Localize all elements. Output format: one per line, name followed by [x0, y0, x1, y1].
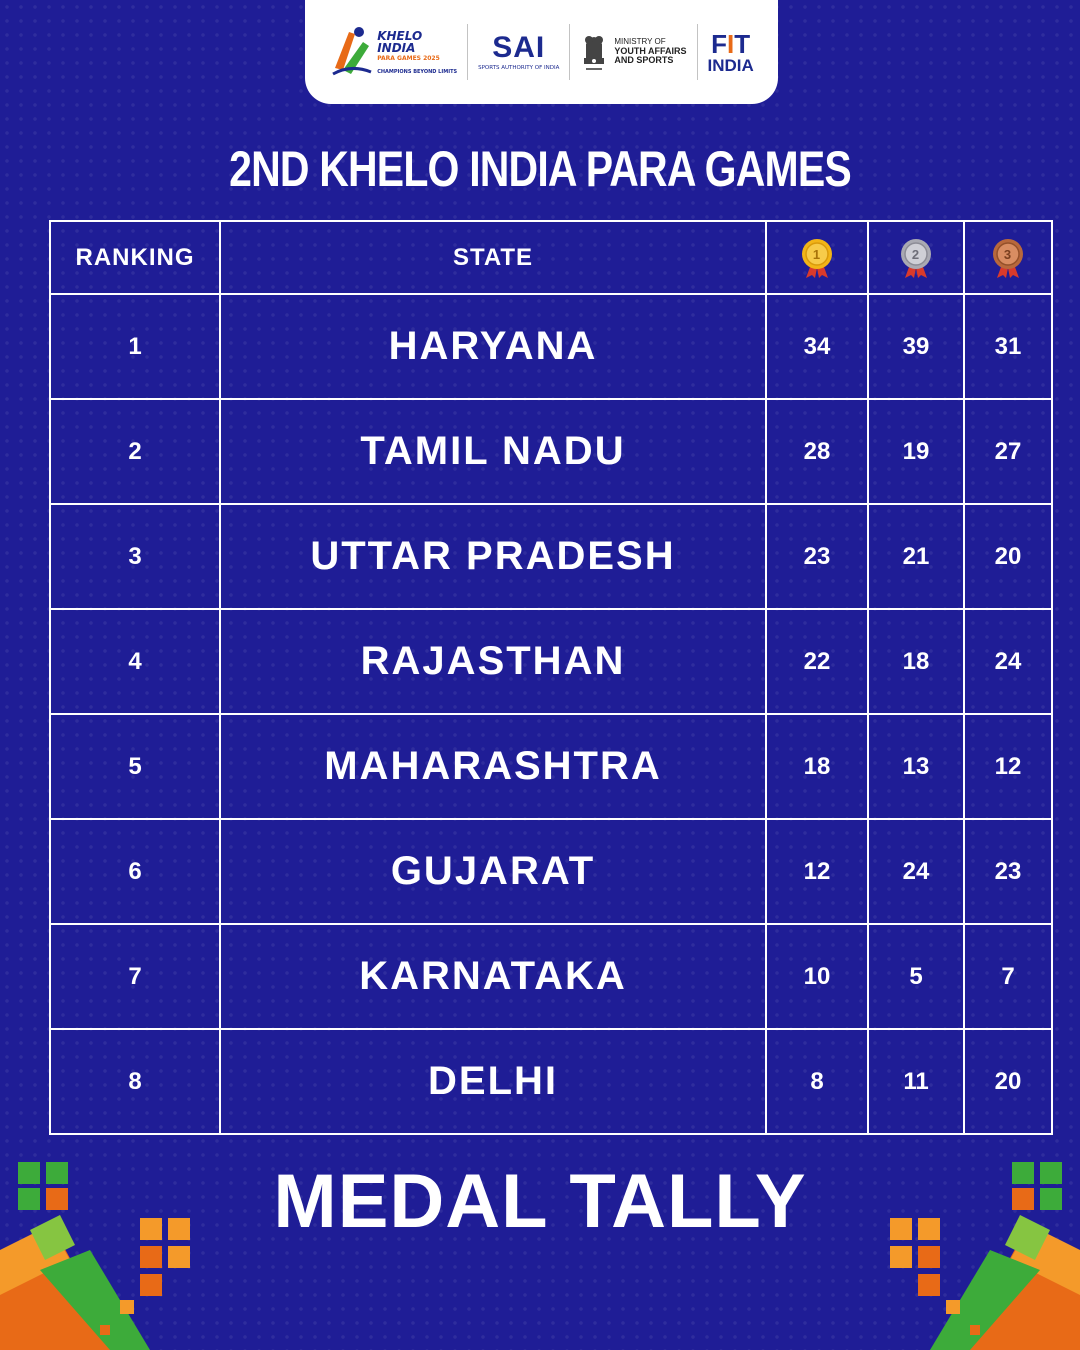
fit-letter-i: I: [727, 28, 735, 59]
bronze-count-cell: 31: [963, 293, 1053, 400]
logo-divider: [569, 24, 571, 80]
silver-count-cell: 13: [867, 713, 965, 820]
silver-count-cell: 18: [867, 608, 965, 715]
khelo-india-para-games-logo: KHELO INDIA PARA GAMES 2025 CHAMPIONS BE…: [319, 16, 467, 88]
silver-count-cell: 21: [867, 503, 965, 610]
gold-count-cell: 34: [765, 293, 869, 400]
silver-count-cell: 19: [867, 398, 965, 505]
gold-count-cell: 8: [765, 1028, 869, 1135]
khelo-line1: KHELO: [377, 28, 423, 43]
fit-letter-t: T: [734, 28, 751, 59]
sai-name: SAI: [492, 31, 546, 64]
gold-count-cell: 28: [765, 398, 869, 505]
para-athlete-icon: [332, 27, 372, 76]
state-cell: HARYANA: [219, 293, 767, 400]
state-cell: TAMIL NADU: [219, 398, 767, 505]
page-title: 2ND KHELO INDIA PARA GAMES: [229, 141, 852, 197]
rank-cell: 7: [49, 923, 221, 1030]
state-cell: GUJARAT: [219, 818, 767, 925]
ministry-line1: MINISTRY OF: [614, 37, 666, 47]
header-state: STATE: [219, 220, 767, 295]
table-row: 3 UTTAR PRADESH 23 21 20: [49, 503, 1053, 610]
table-row: 4 RAJASTHAN 22 18 24: [49, 608, 1053, 715]
khelo-line3: PARA GAMES 2025: [377, 54, 440, 62]
header-silver: 2: [867, 220, 965, 295]
state-cell: KARNATAKA: [219, 923, 767, 1030]
fit-india-logo: FIT INDIA: [698, 16, 764, 88]
silver-count-cell: 24: [867, 818, 965, 925]
gold-count-cell: 12: [765, 818, 869, 925]
khelo-tagline: CHAMPIONS BEYOND LIMITS: [377, 68, 458, 75]
rank-cell: 5: [49, 713, 221, 820]
rank-cell: 1: [49, 293, 221, 400]
sai-logo: SAI SPORTS AUTHORITY OF INDIA: [468, 16, 569, 88]
table-header-row: RANKING STATE 1 2: [49, 220, 1053, 295]
gold-count-cell: 18: [765, 713, 869, 820]
bronze-count-cell: 20: [963, 503, 1053, 610]
rank-cell: 3: [49, 503, 221, 610]
gold-count-cell: 10: [765, 923, 869, 1030]
table-row: 8 DELHI 8 11 20: [49, 1028, 1053, 1135]
silver-count-cell: 11: [867, 1028, 965, 1135]
bronze-count-cell: 7: [963, 923, 1053, 1030]
table-row: 7 KARNATAKA 10 5 7: [49, 923, 1053, 1030]
gold-count-cell: 23: [765, 503, 869, 610]
rank-cell: 6: [49, 818, 221, 925]
gold-medal-number: 1: [813, 247, 821, 262]
fit-wordmark: FIT: [711, 31, 750, 57]
bronze-count-cell: 23: [963, 818, 1053, 925]
medal-table: RANKING STATE 1 2: [49, 220, 1053, 1135]
bronze-count-cell: 24: [963, 608, 1053, 715]
fit-india-line2: INDIA: [707, 55, 754, 75]
ministry-line3: AND SPORTS: [614, 55, 674, 66]
silver-count-cell: 5: [867, 923, 965, 1030]
silver-medal-number: 2: [912, 247, 920, 262]
state-cell: RAJASTHAN: [219, 608, 767, 715]
logo-divider: [696, 24, 698, 80]
table-row: 5 MAHARASHTRA 18 13 12: [49, 713, 1053, 820]
sports-pictogram-decoration-left: [0, 1162, 190, 1350]
bronze-medal-number: 3: [1004, 247, 1012, 262]
table-row: 2 TAMIL NADU 28 19 27: [49, 398, 1053, 505]
state-cell: DELHI: [219, 1028, 767, 1135]
silver-count-cell: 39: [867, 293, 965, 400]
fit-letter-f: F: [711, 28, 728, 59]
state-cell: MAHARASHTRA: [219, 713, 767, 820]
khelo-line2: INDIA: [377, 40, 416, 55]
header-ranking: RANKING: [49, 220, 221, 295]
state-cell: UTTAR PRADESH: [219, 503, 767, 610]
header-gold: 1: [765, 220, 869, 295]
table-row: 6 GUJARAT 12 24 23: [49, 818, 1053, 925]
silver-medal-icon: 2: [901, 238, 931, 278]
logo-banner: KHELO INDIA PARA GAMES 2025 CHAMPIONS BE…: [305, 0, 778, 104]
bronze-medal-icon: 3: [993, 238, 1023, 278]
table-row: 1 HARYANA 34 39 31: [49, 293, 1053, 400]
rank-cell: 8: [49, 1028, 221, 1135]
gold-count-cell: 22: [765, 608, 869, 715]
sai-subtitle: SPORTS AUTHORITY OF INDIA: [478, 65, 560, 71]
logo-divider: [467, 24, 469, 80]
bronze-count-cell: 27: [963, 398, 1053, 505]
gold-medal-icon: 1: [802, 238, 832, 278]
ministry-logo: MINISTRY OF YOUTH AFFAIRS AND SPORTS: [570, 16, 696, 88]
bronze-count-cell: 12: [963, 713, 1053, 820]
header-bronze: 3: [963, 220, 1053, 295]
rank-cell: 4: [49, 608, 221, 715]
sports-pictogram-decoration-right: [890, 1162, 1080, 1350]
ministry-line2: YOUTH AFFAIRS: [614, 45, 687, 56]
medal-tally-heading: MEDAL TALLY: [273, 1159, 807, 1244]
rank-cell: 2: [49, 398, 221, 505]
national-emblem-icon: [584, 36, 605, 70]
bronze-count-cell: 20: [963, 1028, 1053, 1135]
